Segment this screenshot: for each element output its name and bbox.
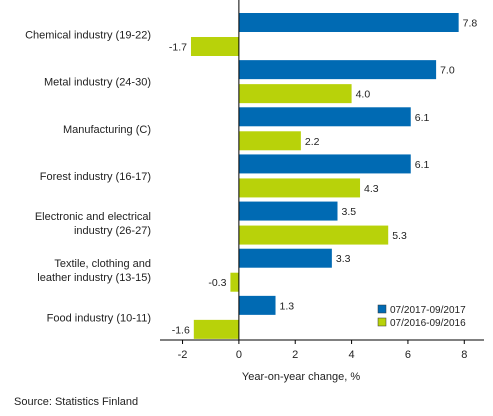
category-label-4: Forest industry (16-17) [40,171,151,183]
category-label-6: Textile, clothing and leather industry (1… [37,258,151,284]
bar-series-1-cat-3 [238,107,411,127]
category-label-line: Electronic and electrical [35,211,151,223]
x-tick-label: 6 [405,349,411,361]
value-label-series-2-cat-4: 4.3 [364,183,379,195]
value-label-series-2-cat-3: 2.2 [305,136,320,148]
bar-series-2-cat-4 [238,178,361,198]
legend-swatch-series-1 [377,304,387,314]
source-note: Source: Statistics Finland [14,396,138,408]
value-label-series-2-cat-7: -1.6 [172,324,190,336]
value-label-series-1-cat-2: 7.0 [440,65,455,77]
x-axis: -2 0 2 4 6 8 [160,339,484,361]
bar-series-2-cat-2 [238,84,352,104]
bar-series-2-cat-3 [238,131,301,151]
category-label-line: Manufacturing (C) [63,124,151,136]
value-label-series-1-cat-1: 7.8 [463,18,478,30]
legend-label-series-2: 07/2016-09/2016 [390,318,466,329]
category-label-line: leather industry (13-15) [37,272,151,284]
bar-series-2-cat-6 [230,272,239,292]
value-labels-layer: 7.8 -1.7 7.0 4.0 6.1 2.2 6.1 4.3 3.5 5.3 3.3 -0.3 1.… [169,18,478,337]
x-tick-label: 4 [349,349,355,361]
value-label-series-2-cat-2: 4.0 [356,89,371,101]
category-label-line: Metal industry (24-30) [44,77,151,89]
bar-series-1-cat-5 [238,201,338,221]
value-label-series-1-cat-5: 3.5 [342,206,357,218]
legend: 07/2017-09/2017 07/2016-09/2016 [377,304,466,329]
category-label-line: Food industry (10-11) [47,312,151,324]
bar-series-2-cat-7 [193,319,239,339]
x-tick-label: -2 [178,349,188,361]
category-label-line: Forest industry (16-17) [40,171,151,183]
bar-series-2-cat-1 [190,37,239,56]
bar-series-1-cat-2 [238,60,437,80]
bar-series-1-cat-6 [238,248,332,268]
x-tick-label: 8 [461,349,467,361]
category-labels-layer: Chemical industry (19-22) Metal industry … [25,30,151,325]
value-label-series-2-cat-5: 5.3 [392,230,407,242]
category-label-2: Metal industry (24-30) [44,77,151,89]
x-axis-title: Year-on-year change, % [242,371,360,383]
bar-series-1-cat-4 [238,154,411,174]
bar-series-2-cat-5 [238,225,389,245]
category-label-line: Textile, clothing and [54,258,151,270]
bars-layer [190,13,459,339]
x-tick-label: 2 [292,349,298,361]
bar-series-1-cat-7 [238,295,276,315]
category-label-5: Electronic and electrical industry (26-27… [35,211,151,237]
category-label-line: industry (26-27) [74,225,151,237]
value-label-series-1-cat-6: 3.3 [336,253,351,265]
value-label-series-1-cat-3: 6.1 [415,112,430,124]
category-label-line: Chemical industry (19-22) [25,30,151,42]
category-label-3: Manufacturing (C) [63,124,151,136]
x-tick-label: 0 [236,349,242,361]
category-label-7: Food industry (10-11) [47,312,151,324]
legend-label-series-1: 07/2017-09/2017 [390,305,466,316]
value-label-series-2-cat-6: -0.3 [208,277,226,289]
legend-swatch-series-2 [377,317,387,327]
value-label-series-2-cat-1: -1.7 [169,42,187,54]
bar-series-1-cat-1 [238,13,459,32]
category-label-1: Chemical industry (19-22) [25,30,151,42]
value-label-series-1-cat-4: 6.1 [415,159,430,171]
value-label-series-1-cat-7: 1.3 [280,300,295,312]
